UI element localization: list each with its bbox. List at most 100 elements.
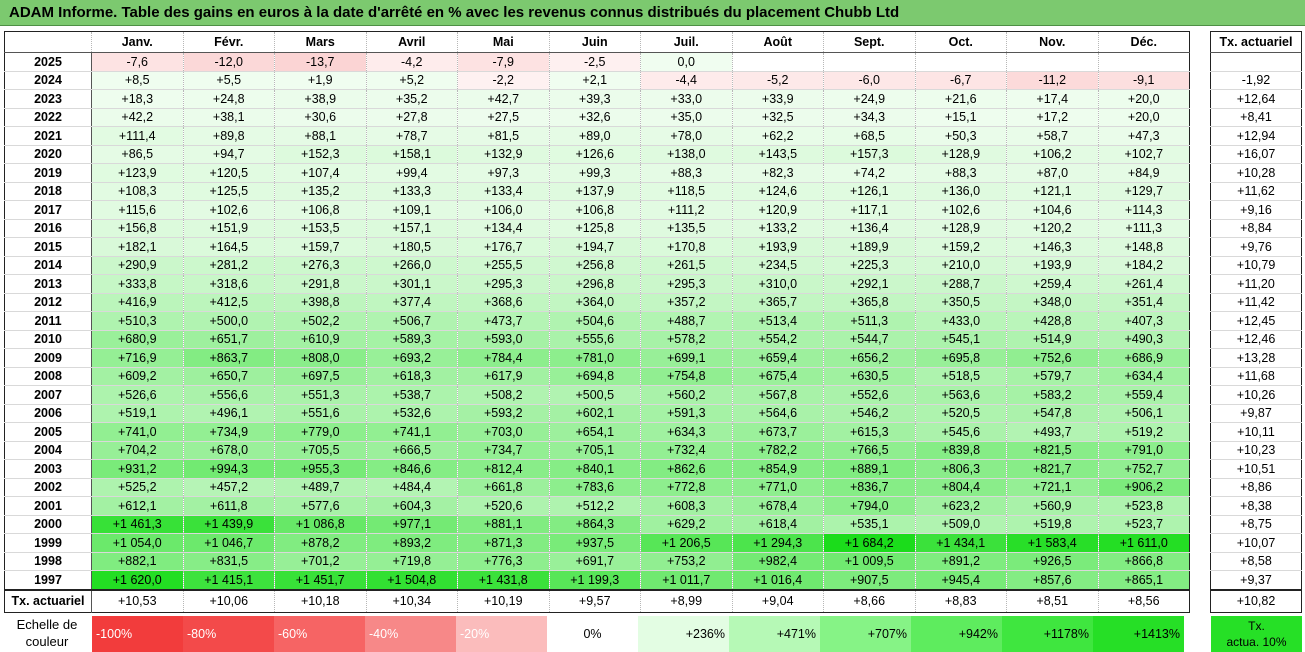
gain-cell: +926,5 — [1006, 552, 1099, 571]
gain-cell: +125,5 — [182, 182, 275, 201]
year-row: 2019 +123,9 +120,5 +107,4 +99,4 +97,3 +99,3 +88… — [4, 163, 1190, 183]
gain-cell: +97,3 — [457, 163, 550, 183]
gain-cell: +955,3 — [274, 459, 367, 479]
actuarial-rate-table: Tx. actuariel -1,92 +12,64 +8,41 +12,94 +16,… — [1210, 31, 1302, 613]
footer-label: Tx. actuariel — [4, 588, 92, 612]
gain-cell: +693,2 — [365, 348, 458, 368]
gain-cell: +994,3 — [182, 459, 275, 479]
rate-cell: +11,42 — [1210, 293, 1302, 312]
footer-rate-cell: +10,34 — [365, 588, 458, 612]
gain-cell: +500,5 — [548, 385, 641, 405]
gain-cell: +120,5 — [182, 163, 275, 183]
year-row: 2021 +111,4 +89,8 +88,1 +78,7 +81,5 +89,0 +78,0… — [4, 126, 1190, 146]
gain-cell: +159,2 — [914, 237, 1007, 257]
year-row: 2011 +510,3 +500,0 +502,2 +506,7 +473,7 +504,6… — [4, 311, 1190, 331]
year-row: 2002 +525,2 +457,2 +489,7 +484,4 +661,8 +783,6… — [4, 478, 1190, 497]
gain-cell: +678,4 — [731, 496, 824, 516]
gain-cell: +32,5 — [731, 108, 824, 127]
gain-cell: +545,1 — [914, 330, 1007, 349]
gain-cell: +705,5 — [274, 441, 367, 460]
gain-cell: +295,3 — [640, 274, 733, 294]
gain-cell: +33,9 — [731, 89, 824, 109]
gain-cell: +290,9 — [91, 256, 184, 275]
gain-cell: +697,5 — [274, 367, 367, 386]
gain-cell: +512,2 — [548, 496, 641, 516]
gain-cell: +39,3 — [548, 89, 641, 109]
gain-cell: +490,3 — [1097, 330, 1190, 349]
scale-swatch: -20% — [456, 616, 547, 652]
gain-cell: +552,6 — [823, 385, 916, 405]
gain-cell: -7,6 — [91, 52, 184, 72]
gain-cell: +518,5 — [914, 367, 1007, 386]
year-label: 2013 — [4, 274, 92, 294]
year-row: 2006 +519,1 +496,1 +551,6 +532,6 +593,2 +602,1… — [4, 404, 1190, 423]
gain-cell: +579,7 — [1006, 367, 1099, 386]
gain-cell: +86,5 — [91, 145, 184, 164]
gain-cell: +20,0 — [1097, 108, 1190, 127]
gain-cell: +864,3 — [548, 515, 641, 534]
gain-cell: +721,1 — [1006, 478, 1099, 497]
gain-cell: +117,1 — [823, 200, 916, 220]
gain-cell: +5,2 — [365, 71, 458, 90]
gain-cell: +357,2 — [640, 293, 733, 312]
gain-cell: -6,7 — [914, 71, 1007, 90]
gain-cell: +791,0 — [1097, 441, 1190, 460]
gain-cell: +514,9 — [1006, 330, 1099, 349]
gain-cell: +821,5 — [1006, 441, 1099, 460]
gain-cell: +107,4 — [274, 163, 367, 183]
gain-cell: +882,1 — [91, 552, 184, 571]
year-row: 2023 +18,3 +24,8 +38,9 +35,2 +42,7 +39,3 +33,0 +… — [4, 89, 1190, 109]
gain-cell: +111,3 — [1097, 219, 1190, 238]
gain-cell: +50,3 — [914, 126, 1007, 146]
rate-cell: +10,79 — [1210, 256, 1302, 275]
gain-cell: +1 431,8 — [457, 570, 550, 590]
gain-cell: +1 199,3 — [548, 570, 641, 590]
rate-cell: +8,75 — [1210, 515, 1302, 534]
gain-cell: +133,4 — [457, 182, 550, 201]
rate-cell: +8,86 — [1210, 478, 1302, 497]
month-header: Août — [731, 31, 824, 53]
gain-cell: +794,0 — [823, 496, 916, 516]
gain-cell: +846,6 — [365, 459, 458, 479]
year-row: 2003 +931,2 +994,3 +955,3 +846,6 +812,4 +840,1… — [4, 459, 1190, 479]
rate-cell: +8,84 — [1210, 219, 1302, 238]
gain-cell: +74,2 — [823, 163, 916, 183]
rate-cell: +8,41 — [1210, 108, 1302, 127]
gain-cell: +866,8 — [1097, 552, 1190, 571]
year-label: 2005 — [4, 422, 92, 442]
gain-cell: +754,8 — [640, 367, 733, 386]
gain-cell: +35,0 — [640, 108, 733, 127]
gain-cell: +157,3 — [823, 145, 916, 164]
gain-cell: +128,9 — [914, 219, 1007, 238]
gain-cell: +781,0 — [548, 348, 641, 368]
gain-cell: +1 439,9 — [182, 515, 275, 534]
gain-cell: +42,2 — [91, 108, 184, 127]
gain-cell: +1 504,8 — [365, 570, 458, 590]
gain-cell: +1 294,3 — [731, 533, 824, 553]
scale-swatch: 0% — [547, 616, 638, 652]
gain-cell: +1 620,0 — [91, 570, 184, 590]
gain-cell: +318,6 — [182, 274, 275, 294]
gain-cell: +193,9 — [1006, 256, 1099, 275]
gain-cell: +752,7 — [1097, 459, 1190, 479]
rate-cell: +11,68 — [1210, 367, 1302, 386]
gain-cell: +137,9 — [548, 182, 641, 201]
year-label: 1997 — [4, 570, 92, 590]
year-row: 2024 +8,5 +5,5 +1,9 +5,2 -2,2 +2,1 -4,4 -5,2 -6,0… — [4, 71, 1190, 90]
gain-cell — [823, 52, 916, 72]
gain-cell: +532,6 — [365, 404, 458, 423]
gain-cell: +78,0 — [640, 126, 733, 146]
year-row: 2016 +156,8 +151,9 +153,5 +157,1 +134,4 +125,8… — [4, 219, 1190, 238]
gain-cell: +661,8 — [457, 478, 550, 497]
gain-cell: +526,6 — [91, 385, 184, 405]
gain-cell: +123,9 — [91, 163, 184, 183]
gain-cell: +457,2 — [182, 478, 275, 497]
gain-cell: +806,3 — [914, 459, 1007, 479]
gain-cell: +281,2 — [182, 256, 275, 275]
year-row: 2010 +680,9 +651,7 +610,9 +589,3 +593,0 +555,6… — [4, 330, 1190, 349]
year-row: 1997 +1 620,0 +1 415,1 +1 451,7 +1 504,8 +1 4… — [4, 570, 1190, 590]
gain-cell: +812,4 — [457, 459, 550, 479]
gain-cell: +617,9 — [457, 367, 550, 386]
rate-cell: +13,28 — [1210, 348, 1302, 368]
gain-cell: +62,2 — [731, 126, 824, 146]
